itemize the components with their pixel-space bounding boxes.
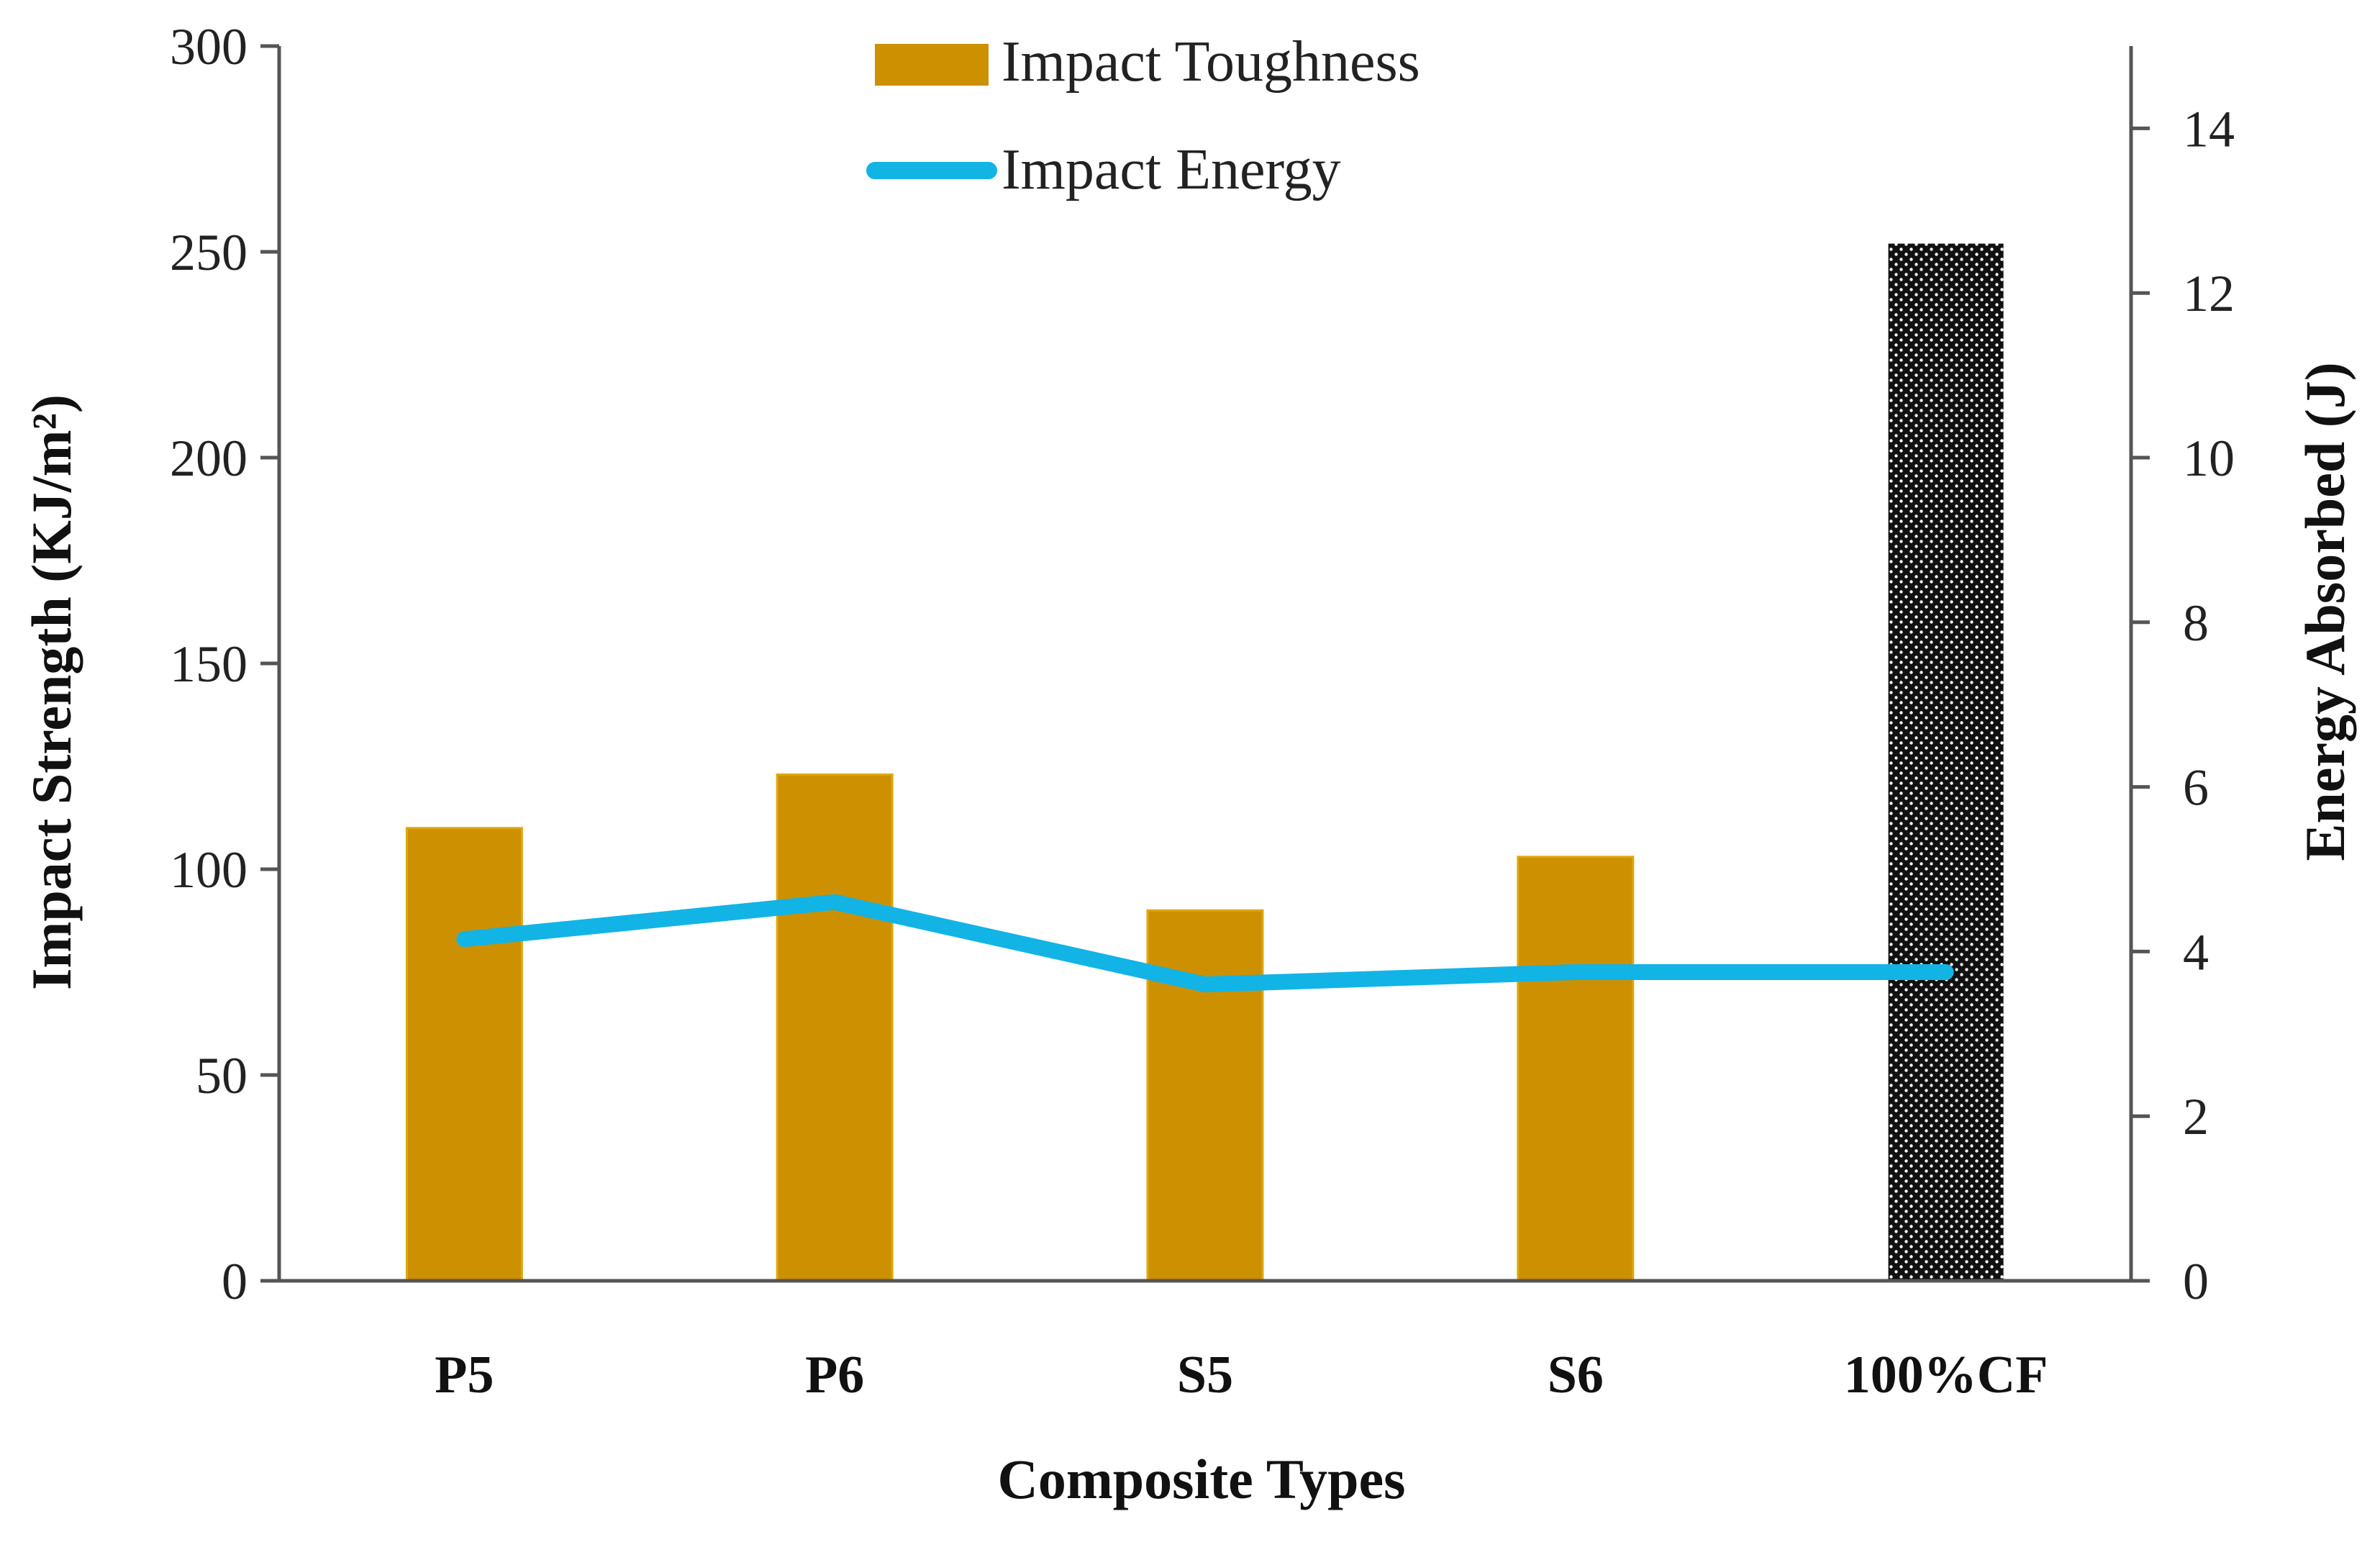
- x-tick-label: P6: [805, 1346, 864, 1405]
- y2-tick-label: 4: [2183, 923, 2209, 981]
- y-tick-label: 50: [196, 1047, 247, 1105]
- impact-energy-line: [456, 894, 1954, 993]
- line-layer: [456, 894, 1954, 993]
- legend-swatch-impact-toughness: [875, 44, 989, 86]
- y2-tick-label: 10: [2183, 430, 2235, 487]
- x-tick-label: 100%CF: [1844, 1346, 2048, 1405]
- y2-axis-title: Energy Absorbed (J): [2294, 362, 2356, 861]
- bar-s5: [1146, 909, 1264, 1282]
- y2-tick-label: 0: [2183, 1253, 2209, 1310]
- y-tick-label: 0: [222, 1253, 247, 1310]
- x-tick-label: S5: [1177, 1346, 1233, 1405]
- legend: Impact Toughness Impact Energy: [866, 30, 1420, 201]
- ticks-layer: 0 50 100 150 200 250 300 0 2 4 6 8 10 12 14 P5 P6 S5 S6 100…: [170, 18, 2235, 1405]
- y2-tick-label: 6: [2183, 759, 2209, 817]
- y-tick-label: 300: [170, 18, 247, 76]
- y-tick-label: 250: [170, 224, 247, 281]
- y2-tick-label: 14: [2183, 100, 2235, 158]
- x-tick-label: S6: [1548, 1346, 1604, 1405]
- legend-label-impact-energy: Impact Energy: [1001, 138, 1341, 201]
- bar-p6: [776, 773, 894, 1282]
- y-axis-title: Impact Strength (KJ/m²): [20, 394, 83, 990]
- bar-100cf: [1888, 243, 2004, 1281]
- y2-tick-label: 8: [2183, 594, 2209, 652]
- y-tick-label: 200: [170, 430, 247, 487]
- x-tick-label: P5: [435, 1346, 494, 1405]
- y-tick-label: 100: [170, 841, 247, 899]
- bar-s6: [1517, 856, 1635, 1282]
- y-tick-label: 150: [170, 635, 247, 693]
- bars-layer: [405, 243, 2004, 1282]
- legend-label-impact-toughness: Impact Toughness: [1001, 30, 1420, 94]
- x-axis-title: Composite Types: [998, 1448, 1406, 1510]
- y2-tick-label: 2: [2183, 1088, 2209, 1146]
- bar-p5: [405, 827, 523, 1282]
- y2-tick-label: 12: [2183, 265, 2235, 322]
